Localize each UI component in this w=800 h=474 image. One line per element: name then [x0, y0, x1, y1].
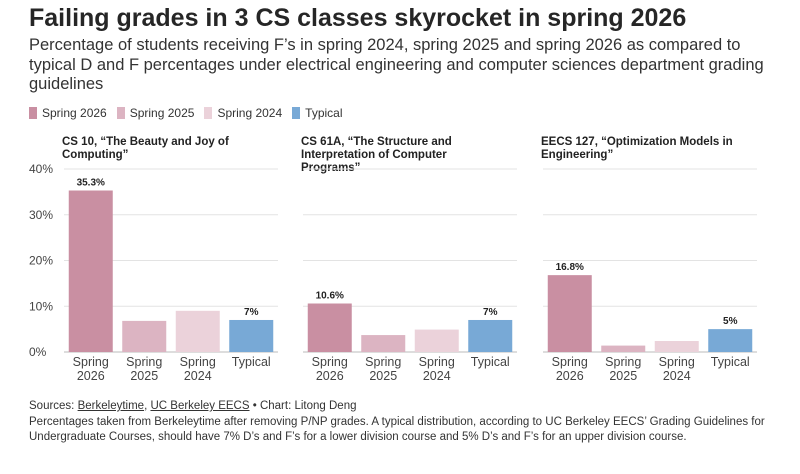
bar	[654, 341, 699, 352]
bar	[601, 345, 646, 352]
y-tick-label: 20%	[29, 254, 53, 268]
legend-item-typical: Typical	[292, 106, 343, 120]
data-label: 10.6%	[316, 291, 344, 302]
category-label: Spring 2025	[365, 355, 401, 383]
legend-label: Spring 2024	[217, 106, 283, 120]
category-label: Spring 2026	[552, 355, 588, 383]
legend-label: Spring 2025	[129, 106, 195, 120]
data-label: 5%	[723, 316, 738, 327]
y-tick-label: 0%	[29, 345, 47, 359]
panel-title: EECS 127, “Optimization Models in Enginee…	[541, 136, 733, 161]
source-link-eecs[interactable]: UC Berkeley EECS	[150, 400, 250, 412]
legend-item-spring-2026: Spring 2026	[29, 106, 107, 120]
footer-note: Percentages taken from Berkeleytime afte…	[29, 415, 765, 444]
bar	[122, 320, 167, 352]
bar	[708, 329, 753, 352]
legend-item-spring-2025: Spring 2025	[116, 106, 195, 120]
chart-credit: • Chart: Litong Deng	[249, 400, 357, 412]
legend-swatch	[292, 107, 301, 119]
source-link-berkeleytime[interactable]: Berkeleytime	[77, 400, 145, 412]
category-label: Spring 2024	[180, 355, 216, 383]
charts-area: CS 10, “The Beauty and Joy of Computing” 0…	[29, 136, 757, 383]
category-label: Spring 2024	[419, 355, 455, 383]
legend-swatch	[204, 107, 213, 119]
legend-swatch	[116, 107, 125, 119]
category-label: Spring 2024	[659, 355, 695, 383]
category-label: Spring 2025	[605, 355, 641, 383]
data-label: 7%	[483, 307, 498, 318]
sources-line: Sources: Berkeleytime, UC Berkeley EECS …	[29, 399, 779, 415]
source-separator: ,	[144, 400, 148, 412]
bar	[414, 329, 459, 352]
bar	[361, 335, 406, 352]
bar	[175, 310, 220, 352]
category-label: Typical	[471, 355, 510, 369]
chart-title: Failing grades in 3 CS classes skyrocket…	[29, 4, 687, 32]
y-tick-label: 40%	[29, 162, 53, 176]
category-label: Spring 2026	[312, 355, 348, 383]
category-label: Typical	[232, 355, 271, 369]
legend-swatch	[29, 107, 37, 119]
y-tick-label: 30%	[29, 208, 53, 222]
category-label: Spring 2025	[126, 355, 162, 383]
y-tick-label: 10%	[29, 299, 53, 313]
panel-title: CS 10, “The Beauty and Joy of Computing”	[62, 136, 229, 161]
sources-label: Sources:	[29, 400, 75, 412]
chart-subtitle: Percentage of students receiving F’s in …	[29, 36, 764, 93]
legend-item-spring-2024: Spring 2024	[204, 106, 282, 120]
bar	[307, 303, 352, 352]
panel-title: CS 61A, “The Structure and Interpretation…	[301, 136, 452, 174]
data-label: 7%	[244, 307, 259, 318]
bar	[468, 319, 513, 352]
data-label: 16.8%	[556, 262, 584, 273]
legend-label: Typical	[305, 106, 343, 120]
legend-label: Spring 2026	[42, 106, 107, 120]
footer: Sources: Berkeleytime, UC Berkeley EECS …	[29, 399, 779, 446]
legend: Spring 2026 Spring 2025 Spring 2024 Typi…	[29, 106, 343, 120]
data-label: 35.3%	[77, 178, 105, 189]
bar	[547, 275, 592, 352]
category-label: Spring 2026	[73, 355, 109, 383]
bar	[229, 319, 274, 352]
bar	[68, 190, 113, 352]
category-label: Typical	[711, 355, 750, 369]
